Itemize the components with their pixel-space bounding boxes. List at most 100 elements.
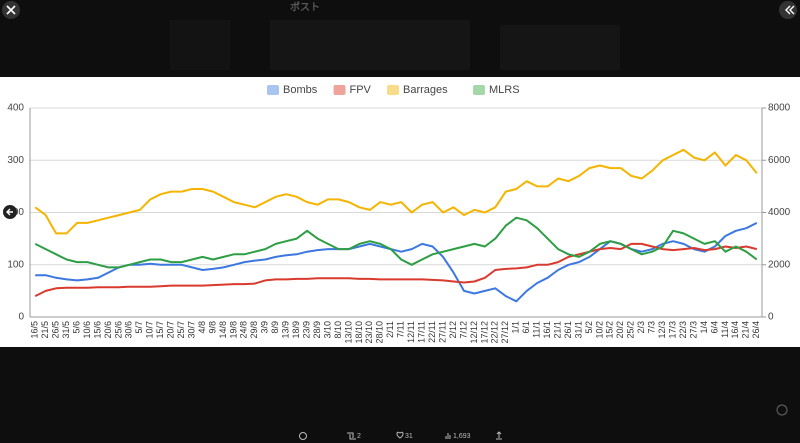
x-tick-label: 21/4 bbox=[741, 321, 751, 339]
x-tick-label: 11/4 bbox=[720, 321, 730, 338]
dimmed-timeline: ポスト bbox=[170, 1, 620, 70]
x-tick-label: 30/6 bbox=[124, 321, 134, 339]
x-tick-label: 8/9 bbox=[270, 321, 280, 334]
y-tick-label: 300 bbox=[7, 155, 24, 166]
retweet-icon[interactable] bbox=[347, 432, 356, 440]
legend-label: MLRS bbox=[489, 84, 520, 96]
y2-tick-label: 4000 bbox=[768, 207, 791, 218]
series-line bbox=[34, 148, 758, 235]
x-tick-label: 17/12 bbox=[479, 321, 489, 344]
x-tick-label: 11/1 bbox=[532, 321, 542, 338]
x-tick-label: 5/6 bbox=[71, 321, 81, 334]
x-tick-label: 9/8 bbox=[207, 321, 217, 334]
refresh-icon[interactable] bbox=[776, 404, 788, 416]
x-tick-label: 25/6 bbox=[113, 321, 123, 339]
x-tick-label: 20/2 bbox=[615, 321, 625, 339]
x-tick-label: 12/3 bbox=[657, 321, 667, 339]
x-tick-label: 25/7 bbox=[176, 321, 186, 339]
x-tick-label: 7/3 bbox=[647, 321, 657, 334]
x-tick-label: 10/6 bbox=[82, 321, 92, 339]
x-tick-label: 22/3 bbox=[678, 321, 688, 339]
x-tick-label: 20/6 bbox=[103, 321, 113, 339]
x-tick-label: 17/3 bbox=[667, 321, 677, 339]
views-count: 1,693 bbox=[453, 433, 471, 440]
y-tick-label: 400 bbox=[7, 103, 24, 114]
x-tick-label: 5/2 bbox=[584, 321, 594, 334]
expand-button[interactable] bbox=[779, 1, 797, 19]
share-icon[interactable] bbox=[496, 431, 502, 440]
nav-block bbox=[170, 20, 230, 70]
x-tick-label: 8/10 bbox=[333, 321, 343, 339]
x-tick-label: 19/8 bbox=[228, 321, 238, 339]
x-tick-label: 25/2 bbox=[626, 321, 636, 339]
legend-swatch bbox=[333, 85, 346, 95]
x-tick-label: 3/10 bbox=[322, 321, 332, 339]
x-tick-label: 18/9 bbox=[291, 321, 301, 339]
x-tick-label: 13/9 bbox=[281, 321, 291, 339]
reply-icon[interactable] bbox=[299, 432, 307, 440]
close-icon bbox=[6, 5, 16, 15]
post-block bbox=[270, 20, 470, 70]
prev-icon bbox=[6, 208, 13, 216]
x-tick-label: 6/1 bbox=[521, 321, 531, 334]
x-tick-label: 21/1 bbox=[552, 321, 562, 339]
x-tick-label: 16/4 bbox=[730, 321, 740, 339]
x-tick-label: 27/12 bbox=[500, 321, 510, 344]
x-tick-label: 12/11 bbox=[406, 321, 416, 343]
x-tick-label: 14/8 bbox=[218, 321, 228, 339]
legend-label: Bombs bbox=[283, 84, 318, 96]
x-tick-label: 17/11 bbox=[417, 321, 427, 343]
x-tick-label: 29/8 bbox=[249, 321, 259, 339]
x-tick-label: 22/12 bbox=[490, 321, 500, 344]
x-tick-label: 18/10 bbox=[354, 321, 364, 344]
x-tick-label: 13/10 bbox=[343, 321, 353, 344]
like-icon[interactable] bbox=[396, 431, 404, 439]
like-count: 31 bbox=[405, 433, 413, 440]
series-line bbox=[34, 242, 758, 297]
x-tick-label: 7/12 bbox=[458, 321, 468, 339]
x-tick-label: 12/12 bbox=[469, 321, 479, 344]
x-tick-label: 23/9 bbox=[301, 321, 311, 339]
legend-label: Barrages bbox=[403, 84, 448, 96]
chart: 01002003004000200040006000800016/521/526… bbox=[7, 84, 790, 344]
x-tick-label: 27/11 bbox=[437, 321, 447, 343]
legend-swatch bbox=[473, 85, 485, 95]
x-tick-label: 2/11 bbox=[385, 321, 395, 338]
x-tick-label: 28/10 bbox=[375, 321, 385, 344]
x-tick-label: 26/5 bbox=[51, 321, 61, 339]
y2-tick-label: 0 bbox=[768, 312, 774, 323]
y2-tick-label: 6000 bbox=[768, 155, 791, 166]
x-tick-label: 7/11 bbox=[396, 321, 406, 338]
x-tick-label: 2/12 bbox=[448, 321, 458, 339]
x-tick-label: 4/8 bbox=[197, 321, 207, 334]
x-tick-label: 15/2 bbox=[605, 321, 615, 339]
x-tick-label: 3/9 bbox=[260, 321, 270, 334]
x-tick-label: 16/1 bbox=[542, 321, 552, 339]
x-tick-label: 2/3 bbox=[636, 321, 646, 334]
x-tick-label: 23/10 bbox=[364, 321, 374, 344]
x-tick-label: 26/1 bbox=[563, 321, 573, 339]
y2-tick-label: 2000 bbox=[768, 259, 791, 270]
x-tick-label: 31/5 bbox=[61, 321, 71, 339]
x-tick-label: 10/2 bbox=[594, 321, 604, 339]
expand-icon bbox=[785, 5, 795, 15]
legend-label: FPV bbox=[350, 84, 372, 96]
x-tick-label: 10/7 bbox=[145, 321, 155, 339]
x-tick-label: 24/8 bbox=[239, 321, 249, 339]
views-icon[interactable] bbox=[445, 433, 451, 439]
x-tick-label: 6/4 bbox=[709, 321, 719, 334]
x-tick-label: 16/5 bbox=[30, 321, 40, 339]
series-line bbox=[35, 222, 758, 303]
x-tick-label: 5/7 bbox=[134, 321, 144, 334]
x-tick-label: 21/5 bbox=[40, 321, 50, 339]
x-tick-label: 30/7 bbox=[186, 321, 196, 339]
side-block bbox=[500, 25, 620, 70]
x-tick-label: 1/1 bbox=[511, 321, 521, 334]
series-line bbox=[34, 216, 758, 269]
x-tick-label: 20/7 bbox=[166, 321, 176, 339]
y-tick-label: 0 bbox=[18, 312, 24, 323]
header-title: ポスト bbox=[290, 1, 320, 14]
action-bar: 2 31 1,693 bbox=[299, 431, 502, 440]
legend-swatch bbox=[267, 85, 279, 95]
